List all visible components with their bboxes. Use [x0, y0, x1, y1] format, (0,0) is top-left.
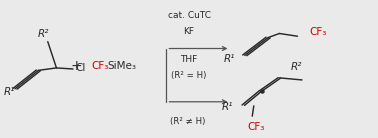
Text: CF₃: CF₃	[91, 61, 108, 71]
Text: (R² ≠ H): (R² ≠ H)	[170, 117, 206, 126]
Text: R¹: R¹	[4, 87, 15, 97]
Text: +: +	[70, 59, 82, 73]
Text: KF: KF	[183, 27, 195, 36]
Text: Cl: Cl	[75, 63, 85, 73]
Text: R²: R²	[37, 29, 49, 39]
Text: SiMe₃: SiMe₃	[107, 61, 136, 71]
Text: CF₃: CF₃	[247, 122, 265, 132]
Text: cat. CuTC: cat. CuTC	[167, 10, 211, 20]
Text: (R² = H): (R² = H)	[171, 71, 207, 80]
Text: CF₃: CF₃	[310, 27, 327, 37]
Text: R²: R²	[291, 62, 302, 72]
Text: R¹: R¹	[222, 102, 234, 112]
Text: THF: THF	[180, 55, 198, 64]
Text: R¹: R¹	[223, 54, 235, 64]
